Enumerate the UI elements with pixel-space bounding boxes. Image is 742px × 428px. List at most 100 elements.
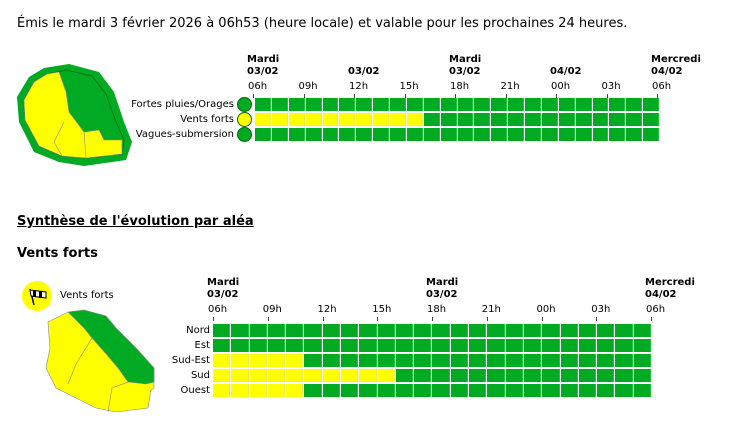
timeline-cell[interactable] xyxy=(356,127,373,141)
timeline-cell[interactable] xyxy=(267,353,286,367)
timeline-cell[interactable] xyxy=(609,97,626,111)
timeline-cell[interactable] xyxy=(450,353,469,367)
timeline-cell[interactable] xyxy=(359,353,377,367)
timeline-cell[interactable] xyxy=(406,112,423,126)
timeline-cell[interactable] xyxy=(469,353,487,367)
timeline-cell[interactable] xyxy=(373,112,389,126)
timeline-cell[interactable] xyxy=(406,127,423,141)
timeline-cell[interactable] xyxy=(249,338,267,352)
timeline-cell[interactable] xyxy=(322,127,339,141)
timeline-cell[interactable] xyxy=(505,338,523,352)
timeline-cell[interactable] xyxy=(322,368,341,382)
timeline-cell[interactable] xyxy=(390,112,406,126)
timeline-cell[interactable] xyxy=(414,338,432,352)
timeline-cell[interactable] xyxy=(558,127,575,141)
timeline-cell[interactable] xyxy=(505,383,523,397)
timeline-cell[interactable] xyxy=(609,112,626,126)
timeline-cell[interactable] xyxy=(304,383,322,397)
timeline-cell[interactable] xyxy=(508,112,524,126)
timeline-cell[interactable] xyxy=(457,112,474,126)
timeline-cell[interactable] xyxy=(643,112,659,126)
timeline-cell[interactable] xyxy=(560,368,578,382)
timeline-cell[interactable] xyxy=(286,383,304,397)
timeline-cell[interactable] xyxy=(304,323,322,337)
timeline-cell[interactable] xyxy=(271,97,288,111)
timeline-cell[interactable] xyxy=(615,323,633,337)
timeline-cell[interactable] xyxy=(525,127,541,141)
timeline-cell[interactable] xyxy=(305,112,322,126)
reunion-wind-map[interactable] xyxy=(36,308,160,412)
timeline-cell[interactable] xyxy=(341,323,359,337)
timeline-cell[interactable] xyxy=(231,368,249,382)
timeline-cell[interactable] xyxy=(423,97,440,111)
timeline-cell[interactable] xyxy=(542,338,560,352)
timeline-cell[interactable] xyxy=(267,338,286,352)
timeline-cell[interactable] xyxy=(633,338,651,352)
timeline-cell[interactable] xyxy=(213,338,231,352)
timeline-cell[interactable] xyxy=(305,97,322,111)
timeline-cell[interactable] xyxy=(597,338,615,352)
timeline-cell[interactable] xyxy=(432,383,450,397)
timeline-cell[interactable] xyxy=(377,323,395,337)
timeline-cell[interactable] xyxy=(541,127,558,141)
timeline-cell[interactable] xyxy=(578,383,597,397)
timeline-cell[interactable] xyxy=(592,127,609,141)
timeline-cell[interactable] xyxy=(560,353,578,367)
timeline-cell[interactable] xyxy=(597,353,615,367)
timeline-cell[interactable] xyxy=(643,97,659,111)
timeline-cell[interactable] xyxy=(286,353,304,367)
timeline-cell[interactable] xyxy=(560,323,578,337)
timeline-cell[interactable] xyxy=(609,127,626,141)
timeline-cell[interactable] xyxy=(423,112,440,126)
timeline-cell[interactable] xyxy=(231,323,249,337)
timeline-cell[interactable] xyxy=(491,97,508,111)
timeline-cell[interactable] xyxy=(288,127,305,141)
timeline-cell[interactable] xyxy=(560,383,578,397)
timeline-cell[interactable] xyxy=(597,383,615,397)
timeline-cell[interactable] xyxy=(440,97,457,111)
timeline-cell[interactable] xyxy=(213,353,231,367)
timeline-cell[interactable] xyxy=(450,323,469,337)
timeline-cell[interactable] xyxy=(359,368,377,382)
timeline-cell[interactable] xyxy=(626,97,643,111)
timeline-cell[interactable] xyxy=(457,127,474,141)
timeline-cell[interactable] xyxy=(487,338,505,352)
timeline-cell[interactable] xyxy=(457,97,474,111)
timeline-cell[interactable] xyxy=(213,323,231,337)
timeline-cell[interactable] xyxy=(339,127,356,141)
timeline-cell[interactable] xyxy=(249,323,267,337)
timeline-cell[interactable] xyxy=(597,323,615,337)
timeline-cell[interactable] xyxy=(231,353,249,367)
timeline-cell[interactable] xyxy=(322,383,341,397)
timeline-cell[interactable] xyxy=(542,368,560,382)
timeline-cell[interactable] xyxy=(575,127,592,141)
timeline-cell[interactable] xyxy=(558,112,575,126)
timeline-cell[interactable] xyxy=(450,368,469,382)
timeline-cell[interactable] xyxy=(359,338,377,352)
timeline-cell[interactable] xyxy=(474,127,491,141)
timeline-cell[interactable] xyxy=(469,323,487,337)
timeline-cell[interactable] xyxy=(523,338,542,352)
timeline-cell[interactable] xyxy=(432,353,450,367)
timeline-cell[interactable] xyxy=(469,383,487,397)
timeline-cell[interactable] xyxy=(592,97,609,111)
timeline-cell[interactable] xyxy=(469,368,487,382)
timeline-cell[interactable] xyxy=(487,383,505,397)
timeline-cell[interactable] xyxy=(643,127,659,141)
timeline-cell[interactable] xyxy=(339,97,356,111)
timeline-cell[interactable] xyxy=(508,127,524,141)
timeline-cell[interactable] xyxy=(487,353,505,367)
timeline-cell[interactable] xyxy=(213,383,231,397)
timeline-cell[interactable] xyxy=(615,353,633,367)
timeline-cell[interactable] xyxy=(523,383,542,397)
timeline-cell[interactable] xyxy=(525,112,541,126)
timeline-cell[interactable] xyxy=(487,368,505,382)
timeline-cell[interactable] xyxy=(255,127,271,141)
timeline-cell[interactable] xyxy=(542,353,560,367)
timeline-cell[interactable] xyxy=(505,353,523,367)
timeline-cell[interactable] xyxy=(271,127,288,141)
timeline-cell[interactable] xyxy=(578,368,597,382)
timeline-cell[interactable] xyxy=(542,323,560,337)
timeline-cell[interactable] xyxy=(541,97,558,111)
timeline-cell[interactable] xyxy=(359,323,377,337)
